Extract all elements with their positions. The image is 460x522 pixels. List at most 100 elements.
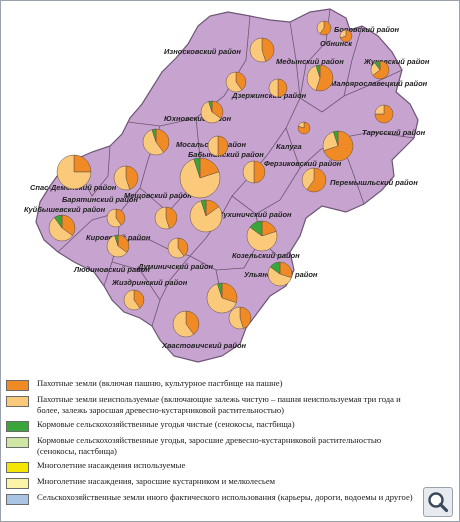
district-label: Юхновский район bbox=[164, 114, 232, 123]
legend-item: Пахотные земли неиспользуемые (включающи… bbox=[6, 394, 416, 416]
pie-slice bbox=[306, 65, 321, 91]
pie-slice bbox=[54, 214, 63, 229]
kaluga-oblast-region bbox=[35, 8, 419, 363]
district-label: Обнинск bbox=[320, 39, 353, 48]
district-label: Бабынинский район bbox=[188, 150, 264, 159]
district-label: Жуковский район bbox=[363, 57, 430, 66]
pie-slice bbox=[133, 289, 145, 309]
legend-swatch bbox=[6, 380, 29, 391]
pie-slice bbox=[333, 130, 339, 147]
pie-slice bbox=[106, 208, 122, 228]
pie-slice bbox=[228, 306, 244, 330]
pie-slice bbox=[167, 237, 185, 259]
pie-slice bbox=[200, 101, 222, 124]
district-label: Жиздринский район bbox=[111, 278, 188, 287]
legend-item: Кормовые сельскохозяйственные угодья, за… bbox=[6, 435, 416, 457]
district-label: Куйбышевский район bbox=[24, 205, 106, 214]
pie-slice bbox=[61, 214, 76, 236]
district-label: Перемышльский район bbox=[330, 178, 418, 187]
pie-slice bbox=[269, 261, 281, 275]
pie-slice bbox=[297, 121, 311, 135]
district-label: Калуга bbox=[276, 142, 302, 151]
legend-label: Сельскохозяйственные земли иного фактиче… bbox=[37, 492, 413, 502]
legend-label: Пахотные земли неиспользуемые (включающи… bbox=[37, 394, 401, 415]
pie-slice bbox=[315, 64, 321, 79]
pie-charts bbox=[48, 20, 394, 338]
pie-slice bbox=[261, 37, 275, 62]
pie-slice bbox=[114, 234, 119, 247]
district-label: Хвастовичский район bbox=[161, 341, 247, 350]
district-label: Износковский район bbox=[164, 47, 241, 56]
pie-slice bbox=[208, 100, 213, 113]
pie-slice bbox=[200, 199, 207, 217]
legend-item: Сельскохозяйственные земли иного фактиче… bbox=[6, 492, 416, 505]
pie-slice bbox=[123, 289, 141, 311]
pie-slice bbox=[239, 306, 252, 329]
pie-slice bbox=[151, 128, 157, 143]
legend-swatch bbox=[6, 494, 29, 505]
district-label: Барятинский район bbox=[62, 195, 138, 204]
legend-label: Кормовые сельскохозяйственные угодья чис… bbox=[37, 419, 295, 429]
pie-slice bbox=[217, 282, 223, 299]
pie-slice bbox=[185, 310, 200, 335]
pie-slice bbox=[277, 78, 288, 98]
pie-slice bbox=[253, 160, 266, 184]
legend-item: Кормовые сельскохозяйственные угодья чис… bbox=[6, 419, 416, 432]
pie-slice bbox=[115, 208, 126, 226]
pie-slice bbox=[56, 154, 92, 190]
pie-slice bbox=[165, 206, 178, 229]
pie-slice bbox=[179, 158, 221, 199]
legend-swatch bbox=[6, 462, 29, 473]
pie-slice bbox=[374, 104, 394, 124]
district-label: Козельский район bbox=[232, 251, 300, 260]
legend-label: Кормовые сельскохозяйственные угодья, за… bbox=[37, 435, 382, 456]
pie-slice bbox=[267, 266, 292, 287]
pie-slice bbox=[113, 165, 131, 191]
legend-swatch bbox=[6, 396, 29, 407]
legend-label: Пахотные земли (включая пашню, культурно… bbox=[37, 378, 283, 388]
zoom-button[interactable] bbox=[423, 487, 453, 517]
district-label: Тарусский район bbox=[362, 128, 426, 137]
pie-slice bbox=[117, 234, 130, 253]
legend-swatch bbox=[6, 478, 29, 489]
pie-slice bbox=[297, 121, 305, 129]
pie-slice bbox=[235, 71, 247, 91]
district-label: Боровский район bbox=[334, 25, 400, 34]
pie-slice bbox=[339, 29, 347, 39]
district-label: Думиничский район bbox=[137, 262, 214, 271]
pie-slice bbox=[268, 78, 279, 98]
legend: Пахотные земли (включая пашню, культурно… bbox=[6, 378, 416, 508]
district-label: Ферзиковский район bbox=[264, 159, 342, 168]
pie-slice bbox=[154, 206, 170, 230]
pie-slice bbox=[172, 310, 194, 338]
pie-slice bbox=[206, 283, 237, 314]
pie-slice bbox=[193, 157, 201, 179]
region-map: Боровский район Обнинск Износковский рай… bbox=[24, 8, 430, 363]
pie-slice bbox=[106, 235, 128, 258]
pie-slice bbox=[217, 135, 229, 157]
district-label: Дзержинский район bbox=[231, 91, 307, 100]
pie-slice bbox=[249, 220, 263, 237]
pie-slice bbox=[225, 71, 243, 93]
legend-item: Пахотные земли (включая пашню, культурно… bbox=[6, 378, 416, 391]
pie-slice bbox=[189, 200, 223, 233]
magnifier-icon bbox=[428, 492, 449, 513]
district-label: Медынский район bbox=[276, 57, 344, 66]
district-label: Малоярославецкий район bbox=[330, 79, 428, 88]
pie-slice bbox=[177, 237, 189, 257]
pie-slice bbox=[142, 129, 164, 156]
legend-label: Многолетние насаждения используемые bbox=[37, 460, 186, 470]
legend-swatch bbox=[6, 421, 29, 432]
pie-slice bbox=[155, 128, 170, 153]
pie-slice bbox=[246, 226, 278, 252]
pie-slice bbox=[374, 104, 385, 115]
pie-slice bbox=[301, 167, 315, 191]
pie-slice bbox=[372, 60, 390, 80]
legend-label: Многолетние насаждения, заросшие кустарн… bbox=[37, 476, 276, 486]
pie-slice bbox=[48, 217, 73, 242]
district-label: Людиновский район bbox=[73, 265, 150, 274]
pie-slice bbox=[374, 60, 381, 71]
pie-slice bbox=[319, 20, 332, 36]
district-label: Сухиничский район bbox=[218, 210, 292, 219]
pie-slice bbox=[323, 130, 354, 162]
